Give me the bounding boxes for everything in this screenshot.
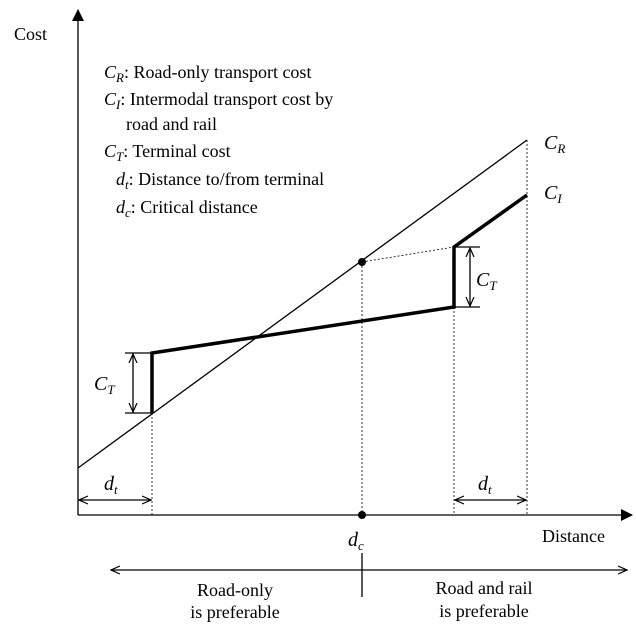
legend-text: road and rail xyxy=(126,114,217,134)
intersection-point xyxy=(358,258,366,266)
legend-text: : Intermodal transport cost by xyxy=(120,89,333,109)
symbol: d xyxy=(104,473,115,495)
terminal-cost-label: CT xyxy=(476,269,497,293)
legend-entry: dc: Critical distance xyxy=(116,197,258,220)
symbol: C xyxy=(94,373,108,395)
region-label: Road-only xyxy=(197,580,273,600)
subscript: t xyxy=(114,482,118,497)
region-label: is preferable xyxy=(190,602,279,622)
subscript: c xyxy=(125,205,131,220)
subscript: R xyxy=(556,141,565,156)
subscript: T xyxy=(489,278,497,293)
subscript: I xyxy=(115,97,121,112)
x-axis-label: Distance xyxy=(542,526,605,546)
symbol: d xyxy=(478,473,489,495)
legend-entry: CR: Road-only transport cost xyxy=(104,62,311,85)
subscript: t xyxy=(125,177,129,192)
subscript: T xyxy=(107,382,115,397)
region-label: is preferable xyxy=(439,601,528,621)
critical-point xyxy=(358,511,366,519)
guide xyxy=(361,246,455,263)
intermodal-cost-line xyxy=(150,193,529,413)
road-line-label: CR xyxy=(544,132,565,156)
legend-text: : Critical distance xyxy=(131,197,258,217)
legend-entry: dt: Distance to/from terminal xyxy=(116,169,324,192)
symbol: C xyxy=(104,141,117,161)
symbol: d xyxy=(348,529,359,551)
legend-text: : Distance to/from terminal xyxy=(129,169,324,189)
region-label: Road and rail xyxy=(436,578,533,598)
symbol: d xyxy=(116,197,126,217)
y-axis-label: Cost xyxy=(14,24,47,44)
road-cost-line xyxy=(77,139,528,469)
critical-distance-label: dc xyxy=(348,529,364,553)
terminal-distance-label: dt xyxy=(104,473,118,497)
subscript: I xyxy=(556,191,562,206)
symbol: C xyxy=(476,269,490,291)
symbol: C xyxy=(544,132,558,154)
terminal-distance-label: dt xyxy=(478,473,492,497)
symbol: d xyxy=(116,169,126,189)
symbol: C xyxy=(544,182,558,204)
legend-entry: CI: Intermodal transport cost by xyxy=(104,89,333,112)
subscript: c xyxy=(358,538,364,553)
legend: CR: Road-only transport cost CI: Intermo… xyxy=(104,62,333,220)
legend-entry: CT: Terminal cost xyxy=(104,141,231,164)
intermodal-line-label: CI xyxy=(544,182,562,206)
terminal-cost-label: CT xyxy=(94,373,115,397)
subscript: t xyxy=(488,482,492,497)
symbol: C xyxy=(104,62,117,82)
symbol: C xyxy=(104,89,117,109)
legend-text: : Road-only transport cost xyxy=(124,62,311,82)
subscript: R xyxy=(115,70,124,85)
subscript: T xyxy=(116,149,124,164)
legend-text: : Terminal cost xyxy=(123,141,230,161)
